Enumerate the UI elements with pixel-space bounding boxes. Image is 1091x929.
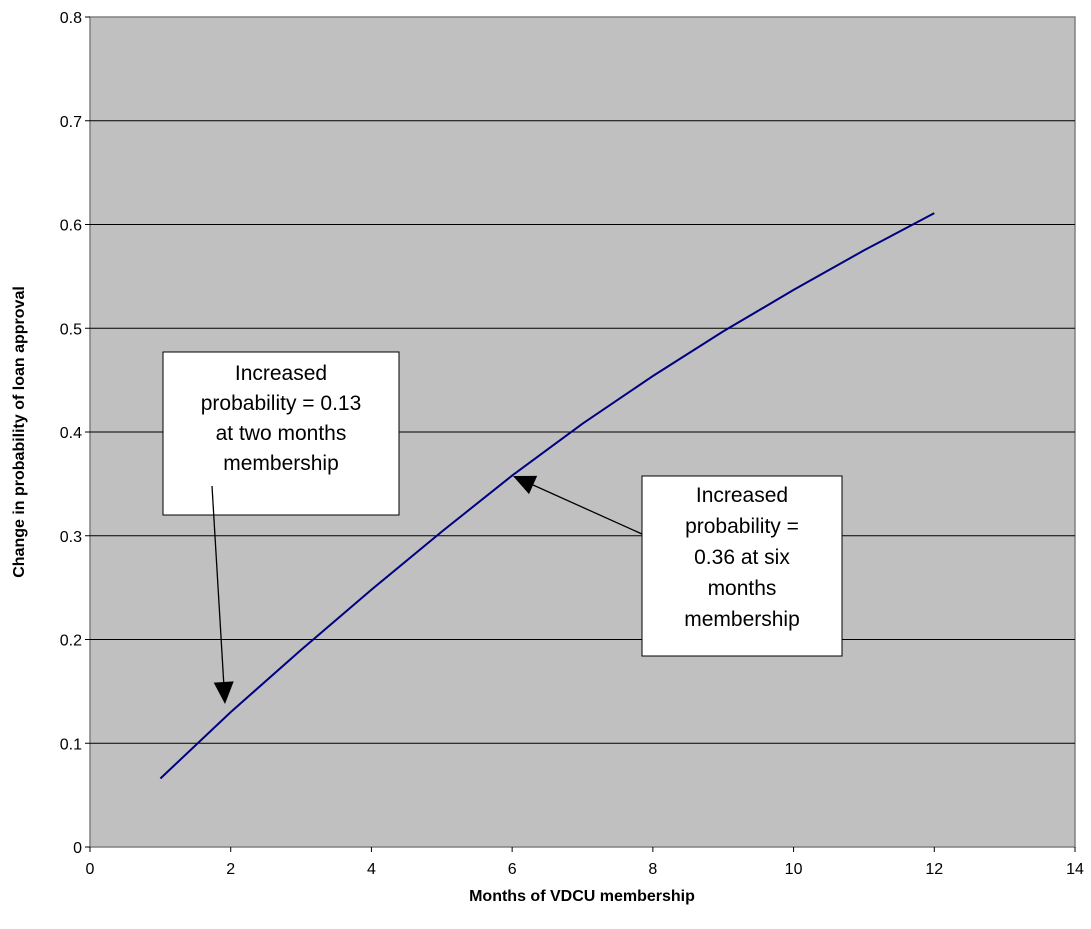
annotation-text: membership <box>684 608 800 631</box>
annotation-text: 0.36 at six <box>694 546 790 569</box>
y-tick-label: 0.2 <box>60 633 82 650</box>
x-tick-label: 14 <box>1066 861 1084 878</box>
y-tick-label: 0 <box>73 840 82 857</box>
x-tick-label: 0 <box>86 861 95 878</box>
x-axis-title: Months of VDCU membership <box>469 888 695 905</box>
y-axis-title: Change in probability of loan approval <box>11 286 28 578</box>
annotation-arrow-line <box>532 484 643 535</box>
annotation-arrow-line <box>211 485 225 683</box>
y-tick-label: 0.8 <box>60 10 82 27</box>
series-layer <box>159 212 935 780</box>
annotation-text: at two months <box>216 422 347 445</box>
annotations: Increased probability = 0.13 at two months… <box>162 351 843 704</box>
y-tick-label: 0.3 <box>60 529 82 546</box>
annotation-arrow-head <box>513 475 538 495</box>
annotation-box <box>641 475 843 657</box>
annotation-text: Increased <box>696 484 788 507</box>
x-tick-label: 10 <box>785 861 803 878</box>
x-tick-label: 8 <box>648 861 657 878</box>
annotation-callout: Increased probability = 0.36 at six months m… <box>513 475 843 657</box>
x-tick-label: 4 <box>367 861 376 878</box>
x-axis-ticks: 0 2 4 6 8 10 12 14 <box>86 847 1084 878</box>
y-tick-label: 0.5 <box>60 321 82 338</box>
y-axis-ticks: 0 0.1 0.2 0.3 0.4 0.5 0.6 0.7 0.8 <box>60 10 90 857</box>
annotation-callout: Increased probability = 0.13 at two months… <box>162 351 400 704</box>
annotation-text: months <box>708 577 777 600</box>
y-tick-label: 0.4 <box>60 425 82 442</box>
annotation-text: Increased <box>235 362 327 385</box>
x-tick-label: 2 <box>226 861 235 878</box>
series-line <box>159 212 935 780</box>
annotation-text: probability = 0.13 <box>201 392 362 415</box>
y-tick-label: 0.7 <box>60 114 82 131</box>
annotation-text: membership <box>223 452 339 475</box>
annotation-box <box>162 351 400 516</box>
y-tick-label: 0.1 <box>60 736 82 753</box>
x-tick-label: 12 <box>925 861 943 878</box>
y-tick-label: 0.6 <box>60 218 82 235</box>
annotation-arrow-head <box>213 681 234 704</box>
x-tick-label: 6 <box>508 861 517 878</box>
annotation-text: probability = <box>685 515 799 538</box>
